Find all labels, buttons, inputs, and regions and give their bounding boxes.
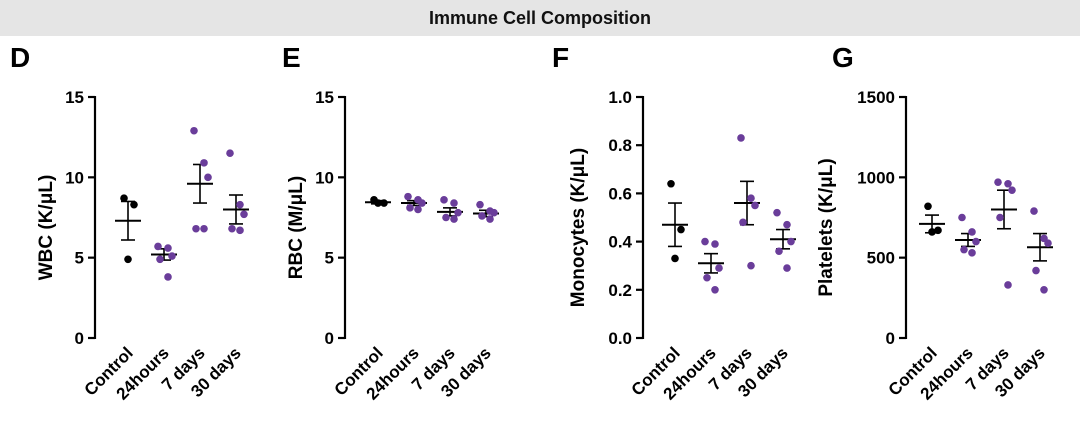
panel-f-7-days-point [747, 261, 755, 270]
panel-f-y-tick-label: 0.6 [608, 184, 632, 203]
panel-e-7-days-point [442, 213, 450, 222]
panel-d-y-axis-title: WBC (K/μL) [36, 175, 57, 281]
panel-d-24hours-point [164, 273, 172, 281]
panel-d-7-days-point [192, 224, 200, 233]
panel-f-7-days-point [751, 201, 759, 210]
panel-letter-g: G [832, 42, 854, 73]
panel-f-24hours-point [701, 237, 709, 246]
panel-letter-f: F [552, 42, 570, 73]
panel-g-control-point [934, 226, 942, 235]
panel-f-30-days-point [783, 220, 791, 229]
panel-e-y-tick-label: 10 [315, 168, 334, 187]
panel-d-control-point [130, 200, 138, 209]
panel-d-24hours-point [154, 242, 162, 251]
panel-d-30-days-point [240, 210, 248, 219]
panel-d-24hours-point [156, 255, 164, 264]
panel-d-7-days-point [204, 173, 212, 182]
panel-e-y-tick-label: 0 [325, 329, 334, 348]
panel-f-control-point [671, 254, 679, 263]
panel-f-control-point [677, 225, 685, 234]
panel-e-30-days-point [478, 212, 486, 220]
panel-g-24hours-point [972, 237, 980, 246]
panel-g-7-days-point [1004, 179, 1012, 188]
panel-g-control-point [928, 228, 936, 236]
panel-g-control-point [924, 202, 932, 211]
panel-d-7-days-point [200, 159, 208, 167]
panel-g-7-days-point [994, 178, 1002, 186]
panel-g-30-days-point [1044, 239, 1052, 248]
panel-e-24hours-point [404, 192, 412, 201]
panel-e-24hours-point [406, 204, 414, 212]
panel-g-y-tick-label: 1500 [857, 88, 895, 107]
panel-g-30-days-point [1032, 266, 1040, 275]
panel-f-y-tick-label: 1.0 [608, 88, 632, 107]
panel-d-30-days-point [236, 226, 244, 235]
panel-d-control-point [120, 194, 128, 203]
panel-d-y-tick-label: 10 [65, 168, 84, 187]
panel-g-24hours-point [958, 213, 966, 222]
panel-f-y-axis-title: Monocytes (K/μL) [568, 148, 589, 307]
panel-e-30-days-point [490, 208, 498, 217]
panel-d-7-days-point [190, 126, 198, 135]
panel-e-24hours-point [414, 205, 422, 214]
panel-d-30-days-point [228, 224, 236, 233]
panel-e-control-point [374, 199, 382, 207]
panel-f-y-tick-label: 0.0 [608, 329, 632, 348]
panel-d-24hours-point [164, 244, 172, 252]
panel-f-control-point [667, 179, 675, 188]
panel-f-7-days-point [747, 194, 755, 203]
panel-g-30-days-point [1030, 207, 1038, 215]
panel-g-7-days-point [1008, 186, 1016, 194]
panel-g-7-days-point [996, 213, 1004, 222]
panel-f-30-days-point [775, 247, 783, 256]
panel-f-y-tick-label: 0.4 [608, 233, 632, 252]
panel-d-30-days-point [236, 200, 244, 209]
panel-f-24hours-point [711, 240, 719, 248]
panel-g-24hours-point [960, 245, 968, 254]
panel-d-control-point [124, 255, 132, 264]
panel-d-30-days-point [226, 149, 234, 158]
panel-g-24hours-point [968, 249, 976, 257]
panel-f-24hours-point [703, 273, 711, 282]
panel-g-7-days-point [1004, 281, 1012, 289]
panel-d-y-tick-label: 0 [75, 329, 84, 348]
panel-e-y-tick-label: 15 [315, 88, 334, 107]
panel-g-y-tick-label: 1000 [857, 168, 895, 187]
panel-g-y-axis-title: Platelets (K/μL) [816, 158, 837, 296]
panel-f-30-days-point [773, 208, 781, 217]
panel-d-y-tick-label: 15 [65, 88, 84, 107]
panel-f-7-days-point [739, 218, 747, 227]
figure-title: Immune Cell Composition [428, 7, 651, 28]
panel-g-y-tick-label: 0 [886, 329, 895, 348]
panel-e-7-days-point [454, 208, 462, 217]
panel-d-y-tick-label: 5 [75, 249, 84, 268]
panel-e-24hours-point [418, 199, 426, 207]
panel-f-30-days-point [787, 237, 795, 246]
panel-f-30-days-point [783, 264, 791, 272]
panel-f-y-tick-label: 0.8 [608, 136, 632, 155]
panel-letter-e: E [282, 42, 301, 73]
panel-d-7-days-point [200, 224, 208, 233]
panel-f-24hours-point [711, 286, 719, 294]
panel-letter-d: D [10, 42, 31, 73]
panel-e-7-days-point [450, 199, 458, 207]
figure-title-bar: Immune Cell Composition [0, 0, 1080, 36]
panel-g-24hours-point [968, 228, 976, 236]
panel-d-24hours-point [168, 252, 176, 260]
panel-e-30-days-point [486, 215, 494, 223]
panel-f-24hours-point [715, 264, 723, 272]
panel-e-30-days-point [476, 200, 484, 209]
panel-f-7-days-point [737, 134, 745, 142]
panel-e-control-point [380, 199, 388, 207]
panel-e-y-tick-label: 5 [325, 249, 334, 268]
panel-e-7-days-point [440, 196, 448, 204]
panel-g-30-days-point [1040, 286, 1048, 294]
panel-f-y-tick-label: 0.2 [608, 281, 632, 300]
panel-g-y-tick-label: 500 [867, 249, 895, 268]
panel-e-7-days-point [450, 215, 458, 223]
panel-e-y-axis-title: RBC (M/μL) [286, 176, 307, 279]
